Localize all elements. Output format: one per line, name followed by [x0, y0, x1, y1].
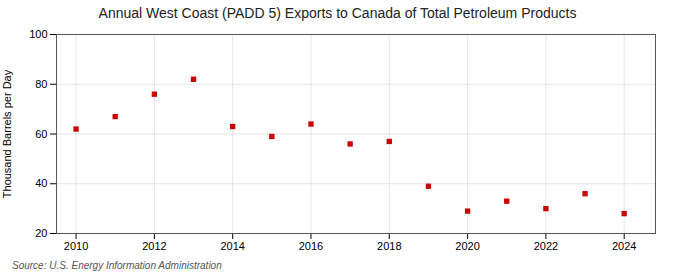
svg-text:100: 100	[29, 28, 47, 40]
svg-text:2014: 2014	[220, 240, 244, 252]
svg-text:2020: 2020	[455, 240, 479, 252]
svg-text:20: 20	[35, 227, 47, 239]
svg-text:Thousand Barrels per Day: Thousand Barrels per Day	[1, 69, 13, 198]
svg-text:2010: 2010	[64, 240, 88, 252]
html-text:Annual West Coast (PADD 5) Exp: Annual West Coast (PADD 5) Exports to Ca…	[98, 5, 577, 21]
svg-text:2018: 2018	[377, 240, 401, 252]
svg-text:2022: 2022	[534, 240, 558, 252]
svg-text:2024: 2024	[612, 240, 636, 252]
svg-text:40: 40	[35, 177, 47, 189]
svg-text:60: 60	[35, 128, 47, 140]
html-text:Source: U.S. Energy Informatio: Source: U.S. Energy Information Administ…	[12, 260, 222, 271]
svg-text:2012: 2012	[142, 240, 166, 252]
svg-text:80: 80	[35, 78, 47, 90]
svg-text:2016: 2016	[299, 240, 323, 252]
